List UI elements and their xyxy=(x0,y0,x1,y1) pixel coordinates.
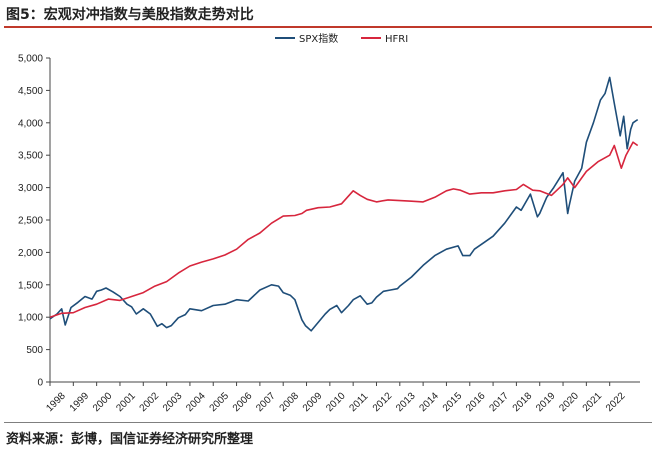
x-tick-label: 2009 xyxy=(301,390,325,414)
x-tick-label: 2017 xyxy=(487,390,511,414)
y-tick-label: 0 xyxy=(37,378,43,389)
x-tick-label: 2010 xyxy=(324,390,348,414)
title-rule xyxy=(4,26,652,28)
x-tick-label: 2021 xyxy=(581,390,605,414)
hfri-series-line xyxy=(49,141,639,318)
x-tick-label: 2016 xyxy=(464,390,488,414)
series-layer xyxy=(49,76,639,332)
x-tick-label: 2018 xyxy=(511,390,535,414)
x-tick-label: 2012 xyxy=(371,390,395,414)
spx-series-line xyxy=(49,76,639,332)
y-tick-label: 4,000 xyxy=(18,118,43,129)
source-rule xyxy=(4,422,652,423)
x-tick-label: 2004 xyxy=(184,390,208,414)
chart-legend: SPX指数 HFRI xyxy=(275,32,408,45)
x-tick-label: 2022 xyxy=(604,390,628,414)
y-tick-label: 2,500 xyxy=(18,216,43,227)
figure-title: 图5：宏观对冲指数与美股指数走势对比 xyxy=(6,7,254,23)
x-tick-label: 2008 xyxy=(278,390,302,414)
spx-legend-label: SPX指数 xyxy=(299,32,338,45)
x-tick-label: 2002 xyxy=(138,390,162,414)
x-tick-label: 2020 xyxy=(557,390,581,414)
x-tick-label: 2000 xyxy=(91,390,115,414)
y-tick-label: 3,500 xyxy=(18,151,43,162)
y-tick-label: 500 xyxy=(26,345,43,356)
y-tick-label: 1,000 xyxy=(18,313,43,324)
x-tick-label: 2003 xyxy=(161,390,185,414)
chart-axes: 0 500 1,000 1,500 2,000 2,500 3,000 3,500 4,000 4… xyxy=(18,54,640,414)
x-tick-label: 2014 xyxy=(417,390,441,414)
x-tick-label: 2011 xyxy=(348,391,371,414)
x-tick-label: 2005 xyxy=(208,390,232,414)
hfri-legend-label: HFRI xyxy=(385,34,408,45)
x-tick-label: 1998 xyxy=(44,390,68,414)
source-note: 资料来源：彭博，国信证券经济研究所整理 xyxy=(6,432,254,447)
x-tick-label: 1999 xyxy=(68,390,92,414)
x-tick-label: 2006 xyxy=(231,390,255,414)
y-tick-label: 1,500 xyxy=(18,280,43,291)
line-chart: 0 500 1,000 1,500 2,000 2,500 3,000 3,500 4,000 4… xyxy=(18,32,640,414)
y-tick-label: 3,000 xyxy=(18,183,43,194)
x-tick-label: 2013 xyxy=(394,390,418,414)
y-tick-label: 2,000 xyxy=(18,248,43,259)
x-tick-label: 2007 xyxy=(254,390,278,414)
x-tick-label: 2019 xyxy=(534,390,558,414)
y-tick-label: 5,000 xyxy=(18,54,43,65)
x-tick-label: 2001 xyxy=(114,390,138,414)
y-tick-label: 4,500 xyxy=(18,86,43,97)
x-tick-label: 2015 xyxy=(441,390,465,414)
